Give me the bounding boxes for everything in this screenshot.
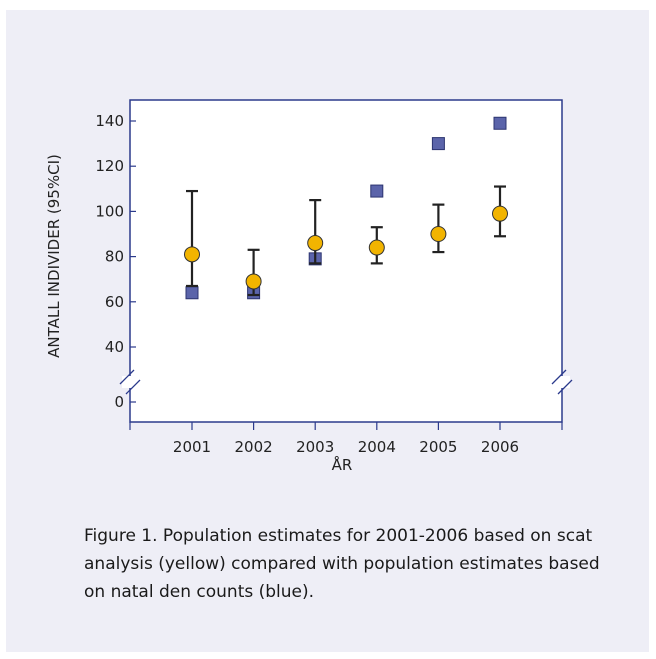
square-point — [431, 137, 445, 151]
plot-frame — [129, 99, 563, 423]
y-tick-label: 120 — [95, 157, 124, 175]
x-tick-label: 2006 — [481, 438, 519, 456]
circle-point — [184, 246, 200, 263]
y-tick-label: 60 — [105, 293, 124, 311]
square-point — [370, 184, 384, 198]
axis-break-right-mark — [557, 379, 573, 395]
scatter-chart: 0 40 60 80 100 120 140 2001 2002 2003 2004 2005 2006… — [45, 99, 573, 474]
y-tick-label: 80 — [105, 248, 124, 266]
circle-point — [430, 226, 447, 242]
y-tick-label: 0 — [114, 393, 124, 411]
figure-panel: 0 40 60 80 100 120 140 2001 2002 2003 2004 2005 2006… — [6, 10, 649, 652]
figure-caption: Figure 1. Population estimates for 2001-… — [84, 526, 600, 602]
axis-break-left-mark — [125, 379, 141, 395]
x-tick-label: 2004 — [358, 438, 396, 456]
axis-break-left-mark — [119, 369, 135, 385]
x-tick-label: 2002 — [235, 438, 273, 456]
circle-point — [492, 205, 508, 222]
x-axis-label: ÅR — [332, 455, 353, 474]
circle-point — [245, 273, 262, 290]
circle-point — [368, 239, 385, 256]
axis-break-right-gap — [554, 376, 570, 388]
axis-break-right-mark — [551, 369, 567, 385]
x-tick-label: 2001 — [173, 438, 211, 456]
square-point — [185, 286, 199, 300]
y-tick-label: 100 — [95, 202, 124, 220]
y-tick-label: 40 — [105, 338, 124, 356]
x-tick-label: 2005 — [419, 438, 457, 456]
axis-break-left-gap — [122, 376, 138, 388]
circle-point — [307, 235, 324, 252]
y-tick-label: 140 — [95, 112, 124, 130]
y-axis-label: ANTALL INDIVIDER (95%CI) — [45, 154, 63, 358]
x-tick-label: 2003 — [296, 438, 334, 456]
square-point — [493, 116, 507, 130]
